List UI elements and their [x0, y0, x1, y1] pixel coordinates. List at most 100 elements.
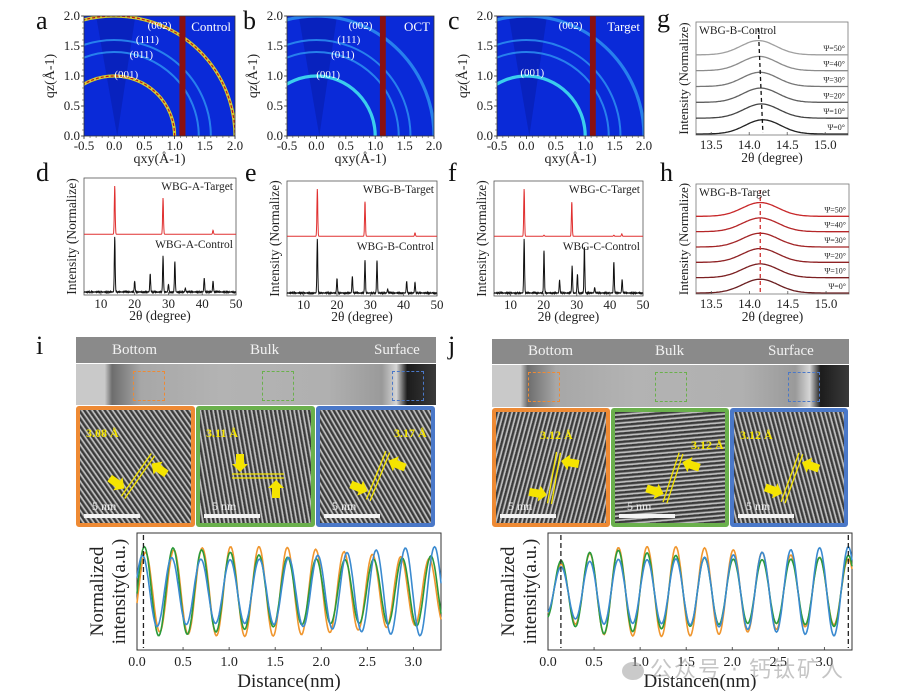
- tem-region-header: Bottom Bulk Surface: [492, 339, 849, 364]
- arrow-icon: [681, 456, 701, 473]
- xrd-panel-e: WBG-B-Target WBG-B-Control 10 20 30 40 50 2θ (d…: [267, 180, 444, 324]
- psi-curve: [696, 71, 848, 88]
- psi-curve: [696, 247, 849, 263]
- y-tick-label: 2.0: [64, 8, 80, 23]
- arrow-icon: [801, 457, 820, 473]
- arrow-icon: [528, 485, 547, 502]
- lattice-fringe-marker: [107, 453, 169, 499]
- plot-frame: [286, 180, 438, 297]
- x-tick-label: 0.5: [338, 138, 354, 153]
- y-axis-label-line2: intensity(a.u.): [109, 539, 130, 645]
- giwaxs-panel-c: -0.5 0.0 0.5 1.0 1.5 2.00.00.51.01.52.0qxy(Å-…: [455, 8, 652, 167]
- x-axis-label: Distancen(nm): [644, 671, 757, 692]
- scale-bar-label: 5 nm: [332, 499, 357, 513]
- hkl-label: (011): [130, 49, 154, 61]
- roi-box-surface: [392, 371, 424, 401]
- diffraction-ring: [84, 51, 200, 136]
- d-spacing-label: 3.11 Å: [206, 426, 239, 440]
- region-label-surface: Surface: [374, 341, 420, 358]
- psi-curve: [695, 103, 848, 119]
- fringe-line: [665, 453, 684, 504]
- roi-box-surface: [788, 372, 820, 402]
- series-label: WBG-C-Target: [569, 184, 641, 196]
- x-tick-label: 10: [297, 297, 310, 312]
- d-spacing-label: 3.12 Å: [540, 428, 573, 442]
- roi-box-bulk: [262, 371, 294, 401]
- roi-box-bottom: [528, 372, 560, 402]
- x-tick-label: 40: [603, 297, 616, 312]
- diffraction-ring: [497, 39, 622, 136]
- panel-label-e: e: [245, 158, 257, 187]
- tem-region-header: Bottom Bulk Surface: [76, 337, 436, 363]
- y-axis-label: Intensity (Normalize): [676, 22, 691, 134]
- panel-label-c: c: [448, 6, 460, 35]
- region-label-surface: Surface: [768, 343, 814, 359]
- x-tick-label: 1.0: [166, 138, 182, 153]
- diffraction-ring: [287, 51, 400, 136]
- hrtem-inset-surface: 3.17 Å 5 nm: [316, 406, 435, 527]
- plot-frame: [547, 532, 853, 651]
- x-tick-label: 1.5: [396, 138, 412, 153]
- diffraction-ring: [497, 74, 587, 136]
- y-axis-label: Intensity (Normalize): [64, 178, 79, 295]
- hrtem-inset-bulk: 3.11 Å 5 nm: [196, 406, 315, 527]
- hrtem-inset-surface: 3.12 Å 5 nm: [730, 408, 848, 527]
- x-tick-label: 13.5: [700, 296, 723, 311]
- profile-panel-i-profile: 0.0 0.5 1.0 1.5 2.0 2.5 3.0 Distance(nm) Normali…: [87, 532, 442, 692]
- x-tick-label: 10: [94, 296, 107, 311]
- y-axis-label-line1: Normalized: [87, 546, 108, 636]
- roi-box-bottom: [133, 371, 165, 401]
- x-tick-label: 30: [364, 297, 377, 312]
- region-label-bulk: Bulk: [655, 343, 685, 359]
- psi-label: Ψ=0°: [827, 123, 845, 132]
- psi-label: Ψ=0°: [828, 282, 846, 291]
- psi-curve: [696, 39, 848, 56]
- arrow-icon: [763, 483, 782, 499]
- x-tick-label: 0.0: [539, 655, 557, 670]
- diffraction-ring: [84, 74, 177, 136]
- hrtem-inset-bottom: 3.08 Å 5 nm: [76, 406, 195, 527]
- y-tick-label: 0.5: [267, 98, 283, 113]
- d-spacing-label: 3.12 Å: [691, 438, 724, 452]
- y-axis-label: Intensity (Normalize): [267, 180, 282, 297]
- xrd-panel-f: WBG-C-Target WBG-C-Control 10 20 30 40 50 2θ (d…: [474, 180, 650, 324]
- y-tick-label: 1.0: [477, 68, 493, 83]
- arrow-icon: [560, 454, 579, 471]
- x-tick-label: 1.0: [577, 138, 593, 153]
- xrd-series-control: [286, 238, 438, 296]
- x-tick-label: 20: [331, 297, 344, 312]
- x-tick-label: -0.5: [74, 138, 95, 153]
- lattice-fringe-marker: [644, 452, 701, 504]
- y-tick-label: 1.0: [64, 68, 80, 83]
- diffraction-ring: [497, 51, 610, 136]
- region-label-bulk: Bulk: [250, 341, 280, 358]
- arrow-icon: [107, 474, 125, 491]
- y-tick-label: 2.0: [267, 8, 283, 23]
- x-tick-label: 0.5: [548, 138, 564, 153]
- region-label-bottom: Bottom: [528, 343, 574, 359]
- roi-box-bulk: [655, 372, 687, 402]
- panel-label-i: i: [36, 331, 44, 360]
- x-tick-label: -0.5: [487, 138, 508, 153]
- panel-label-f: f: [448, 158, 457, 187]
- x-axis-label: qxy(Å-1): [544, 151, 596, 167]
- psi-curve: [696, 55, 848, 72]
- x-tick-label: 30: [570, 297, 583, 312]
- y-tick-label: 0.0: [477, 128, 493, 143]
- panel-label-b: b: [243, 6, 256, 35]
- giwaxs-panel-a: -0.5 0.0 0.5 1.0 1.5 2.00.00.51.01.52.0qxy(Å-…: [42, 8, 243, 167]
- arrow-icon: [232, 454, 248, 472]
- x-tick-label: 1.5: [266, 655, 284, 670]
- series-label: WBG-B-Control: [357, 241, 434, 253]
- scale-bar-label: 5 nm: [92, 499, 117, 513]
- y-axis-label-line2: intensity(a.u.): [520, 539, 541, 645]
- psi-label: Ψ=30°: [824, 236, 846, 245]
- x-tick-label: 0.5: [136, 138, 152, 153]
- hrtem-inset-bottom: 3.12 Å 5 nm: [492, 408, 610, 527]
- lattice-fringe-marker: [528, 451, 579, 505]
- fringe-line: [120, 453, 152, 497]
- x-tick-label: 20: [537, 297, 550, 312]
- psi-curve: [696, 87, 848, 103]
- x-tick-label: 0.5: [585, 655, 603, 670]
